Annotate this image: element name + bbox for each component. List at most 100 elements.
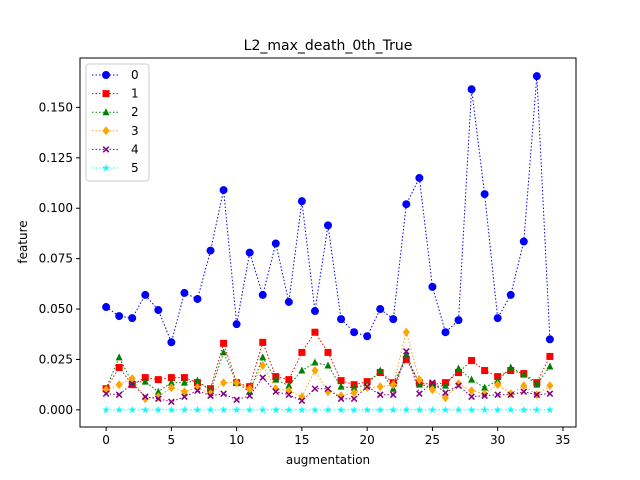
legend-item-3: 3	[92, 124, 139, 138]
data-point	[429, 379, 436, 386]
data-point	[337, 405, 345, 414]
x-tick-label: 20	[360, 433, 375, 447]
y-tick-label: 0.025	[39, 352, 73, 366]
data-point	[468, 356, 476, 364]
data-point	[193, 376, 201, 384]
data-point	[115, 312, 124, 321]
data-point	[376, 382, 384, 392]
data-point	[441, 328, 450, 337]
data-point	[232, 405, 241, 414]
data-point	[128, 380, 136, 387]
data-point	[480, 405, 489, 414]
data-point	[311, 358, 319, 366]
data-point	[180, 288, 189, 297]
data-point	[128, 405, 137, 414]
series-line-0	[105, 76, 551, 344]
data-point	[285, 376, 293, 384]
data-point	[533, 391, 541, 399]
data-point	[494, 380, 502, 390]
legend-label: 4	[131, 142, 139, 156]
data-point	[245, 405, 254, 414]
data-point	[298, 348, 306, 356]
data-point	[219, 405, 228, 414]
data-point	[284, 297, 293, 306]
data-point	[455, 369, 463, 377]
data-point	[220, 390, 227, 398]
legend-marker	[102, 71, 110, 79]
data-point	[102, 303, 111, 312]
data-point	[115, 364, 123, 372]
data-point	[455, 382, 462, 389]
plot-frame	[79, 57, 577, 428]
data-point	[180, 378, 188, 386]
data-point	[128, 314, 137, 323]
chart-title: L2_max_death_0th_True	[244, 38, 413, 54]
data-point	[311, 405, 319, 414]
data-point	[193, 294, 202, 303]
data-point	[415, 405, 424, 414]
data-point	[415, 173, 424, 182]
data-point	[298, 366, 306, 374]
data-point	[141, 290, 150, 299]
x-tick-label: 10	[229, 433, 244, 447]
data-point	[115, 391, 123, 399]
data-point	[115, 353, 123, 361]
data-point	[337, 315, 346, 324]
data-point	[180, 374, 188, 382]
data-point	[285, 381, 293, 389]
data-point	[468, 386, 476, 396]
data-point	[520, 388, 528, 396]
series-layer	[102, 72, 554, 414]
y-tick-label: 0.150	[39, 100, 73, 114]
data-point	[193, 405, 202, 414]
data-point	[415, 380, 423, 388]
data-point	[455, 364, 463, 372]
y-tick-label: 0.075	[39, 252, 73, 266]
data-point	[285, 405, 293, 414]
data-point	[455, 379, 463, 389]
data-point	[376, 405, 385, 414]
data-point	[141, 393, 149, 401]
data-point	[507, 367, 515, 375]
data-point	[376, 305, 385, 314]
data-point	[494, 373, 502, 381]
data-point	[441, 381, 449, 389]
data-point	[454, 405, 463, 414]
data-point	[337, 382, 345, 390]
legend-box	[85, 63, 150, 182]
data-point	[168, 398, 175, 406]
data-point	[233, 396, 240, 404]
x-axis-label: augmentation	[286, 453, 370, 467]
data-point	[480, 190, 489, 199]
data-point	[259, 361, 267, 370]
data-point	[350, 388, 358, 398]
data-point	[298, 405, 306, 414]
data-point	[494, 376, 502, 384]
data-point	[311, 366, 319, 376]
data-point	[402, 200, 411, 209]
data-point	[259, 374, 267, 381]
data-point	[481, 392, 488, 400]
data-point	[246, 392, 254, 400]
data-point	[481, 383, 489, 391]
data-point	[259, 353, 267, 361]
data-point	[141, 405, 150, 414]
data-point	[259, 338, 267, 346]
data-point	[167, 378, 175, 386]
data-point	[467, 405, 476, 414]
legend-marker	[102, 146, 110, 153]
data-point	[376, 366, 384, 374]
data-point	[310, 307, 319, 316]
data-point	[468, 393, 475, 401]
data-point	[102, 405, 110, 414]
data-point	[115, 405, 123, 414]
x-tick-label: 25	[425, 433, 440, 447]
data-point	[272, 388, 280, 396]
data-point	[220, 378, 228, 388]
data-point	[546, 405, 554, 414]
data-point	[481, 367, 489, 375]
legend: 0 1 2 3 4 5	[85, 63, 150, 182]
x-tick-label: 35	[555, 433, 570, 447]
data-point	[324, 221, 332, 230]
series-0	[102, 72, 554, 347]
